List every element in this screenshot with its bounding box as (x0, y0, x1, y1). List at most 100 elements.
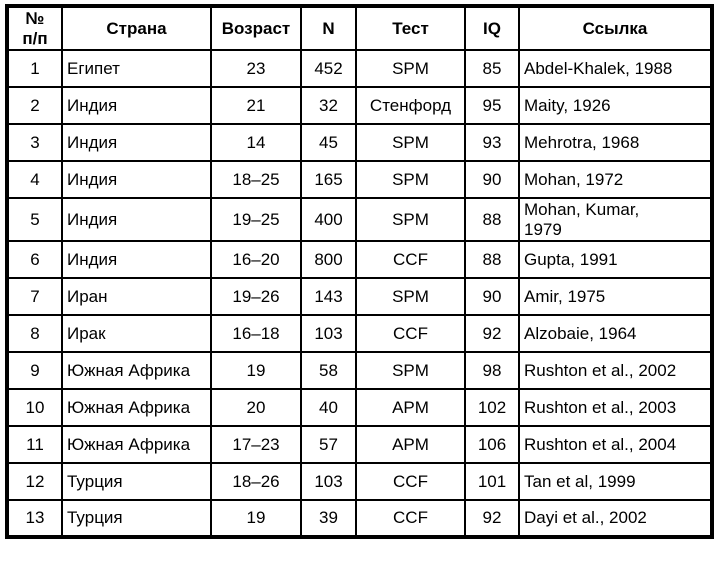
cell-n: 45 (300, 123, 357, 163)
cell-num: 13 (6, 499, 63, 539)
column-header-iq: IQ (464, 4, 520, 52)
column-header-ref: Ссылка (518, 4, 713, 52)
cell-num: 11 (6, 425, 63, 465)
cell-iq: 101 (464, 462, 520, 502)
cell-n: 40 (300, 388, 357, 428)
table-body: 1 Египет 23 452 SPM 85 Abdel-Khalek, 1988 2 Инди… (6, 49, 713, 539)
table-row: 6 Индия 16–20 800 CCF 88 Gupta, 1991 (6, 240, 713, 280)
cell-test: SPM (355, 277, 466, 317)
table-row: 1 Египет 23 452 SPM 85 Abdel-Khalek, 1988 (6, 49, 713, 89)
cell-test: APM (355, 425, 466, 465)
cell-num: 10 (6, 388, 63, 428)
cell-n: 103 (300, 314, 357, 354)
cell-n: 58 (300, 351, 357, 391)
cell-country: Индия (61, 197, 212, 243)
cell-n: 103 (300, 462, 357, 502)
cell-test: CCF (355, 462, 466, 502)
cell-ref: Mehrotra, 1968 (518, 123, 713, 163)
column-header-n: N (300, 4, 357, 52)
cell-n: 400 (300, 197, 357, 243)
cell-num: 7 (6, 277, 63, 317)
cell-num: 4 (6, 160, 63, 200)
cell-age: 17–23 (210, 425, 302, 465)
cell-ref: Abdel-Khalek, 1988 (518, 49, 713, 89)
cell-age: 18–25 (210, 160, 302, 200)
cell-ref: Rushton et al., 2004 (518, 425, 713, 465)
cell-age: 19 (210, 351, 302, 391)
cell-age: 19–26 (210, 277, 302, 317)
cell-test: CCF (355, 314, 466, 354)
table-row: 10 Южная Африка 20 40 APM 102 Rushton et al., … (6, 388, 713, 428)
cell-age: 20 (210, 388, 302, 428)
cell-ref: Dayi et al., 2002 (518, 499, 713, 539)
cell-country: Египет (61, 49, 212, 89)
table-row: 2 Индия 21 32 Стенфорд 95 Maity, 1926 (6, 86, 713, 126)
cell-ref: Rushton et al., 2003 (518, 388, 713, 428)
header-row: № п/п Страна Возраст N Тест IQ Ссылка (6, 4, 713, 52)
cell-n: 143 (300, 277, 357, 317)
table-row: 8 Ирак 16–18 103 CCF 92 Alzobaie, 1964 (6, 314, 713, 354)
cell-country: Турция (61, 462, 212, 502)
cell-iq: 102 (464, 388, 520, 428)
cell-n: 32 (300, 86, 357, 126)
cell-num: 9 (6, 351, 63, 391)
cell-age: 23 (210, 49, 302, 89)
cell-age: 14 (210, 123, 302, 163)
cell-ref: Maity, 1926 (518, 86, 713, 126)
cell-test: SPM (355, 123, 466, 163)
cell-test: SPM (355, 49, 466, 89)
cell-iq: 88 (464, 197, 520, 243)
cell-test: Стенфорд (355, 86, 466, 126)
cell-n: 165 (300, 160, 357, 200)
table-row: 9 Южная Африка 19 58 SPM 98 Rushton et al., 20… (6, 351, 713, 391)
cell-iq: 92 (464, 314, 520, 354)
cell-iq: 98 (464, 351, 520, 391)
cell-n: 452 (300, 49, 357, 89)
cell-country: Индия (61, 240, 212, 280)
cell-iq: 90 (464, 160, 520, 200)
table-header: № п/п Страна Возраст N Тест IQ Ссылка (6, 4, 713, 52)
cell-country: Ирак (61, 314, 212, 354)
table-row: 11 Южная Африка 17–23 57 APM 106 Rushton et al… (6, 425, 713, 465)
cell-country: Индия (61, 123, 212, 163)
column-header-country: Страна (61, 4, 212, 52)
cell-num: 2 (6, 86, 63, 126)
cell-num: 1 (6, 49, 63, 89)
cell-country: Турция (61, 499, 212, 539)
cell-ref: Gupta, 1991 (518, 240, 713, 280)
cell-num: 8 (6, 314, 63, 354)
cell-iq: 93 (464, 123, 520, 163)
column-header-test: Тест (355, 4, 466, 52)
table-row: 4 Индия 18–25 165 SPM 90 Mohan, 1972 (6, 160, 713, 200)
table-row: 12 Турция 18–26 103 CCF 101 Tan et al, 1999 (6, 462, 713, 502)
table-row: 7 Иран 19–26 143 SPM 90 Amir, 1975 (6, 277, 713, 317)
cell-n: 57 (300, 425, 357, 465)
cell-test: CCF (355, 240, 466, 280)
cell-num: 12 (6, 462, 63, 502)
cell-num: 6 (6, 240, 63, 280)
cell-num: 3 (6, 123, 63, 163)
cell-n: 39 (300, 499, 357, 539)
cell-iq: 90 (464, 277, 520, 317)
table-row: 13 Турция 19 39 CCF 92 Dayi et al., 2002 (6, 499, 713, 539)
cell-iq: 106 (464, 425, 520, 465)
cell-ref: Tan et al, 1999 (518, 462, 713, 502)
cell-iq: 95 (464, 86, 520, 126)
table-row: 5 Индия 19–25 400 SPM 88 Mohan, Kumar, 1979 (6, 197, 713, 243)
cell-country: Индия (61, 86, 212, 126)
column-header-num: № п/п (6, 4, 63, 52)
cell-age: 18–26 (210, 462, 302, 502)
cell-iq: 88 (464, 240, 520, 280)
cell-iq: 92 (464, 499, 520, 539)
cell-ref: Alzobaie, 1964 (518, 314, 713, 354)
cell-country: Индия (61, 160, 212, 200)
cell-age: 19–25 (210, 197, 302, 243)
cell-test: SPM (355, 197, 466, 243)
cell-n: 800 (300, 240, 357, 280)
cell-country: Южная Африка (61, 351, 212, 391)
cell-ref: Rushton et al., 2002 (518, 351, 713, 391)
cell-test: SPM (355, 160, 466, 200)
cell-ref: Mohan, 1972 (518, 160, 713, 200)
